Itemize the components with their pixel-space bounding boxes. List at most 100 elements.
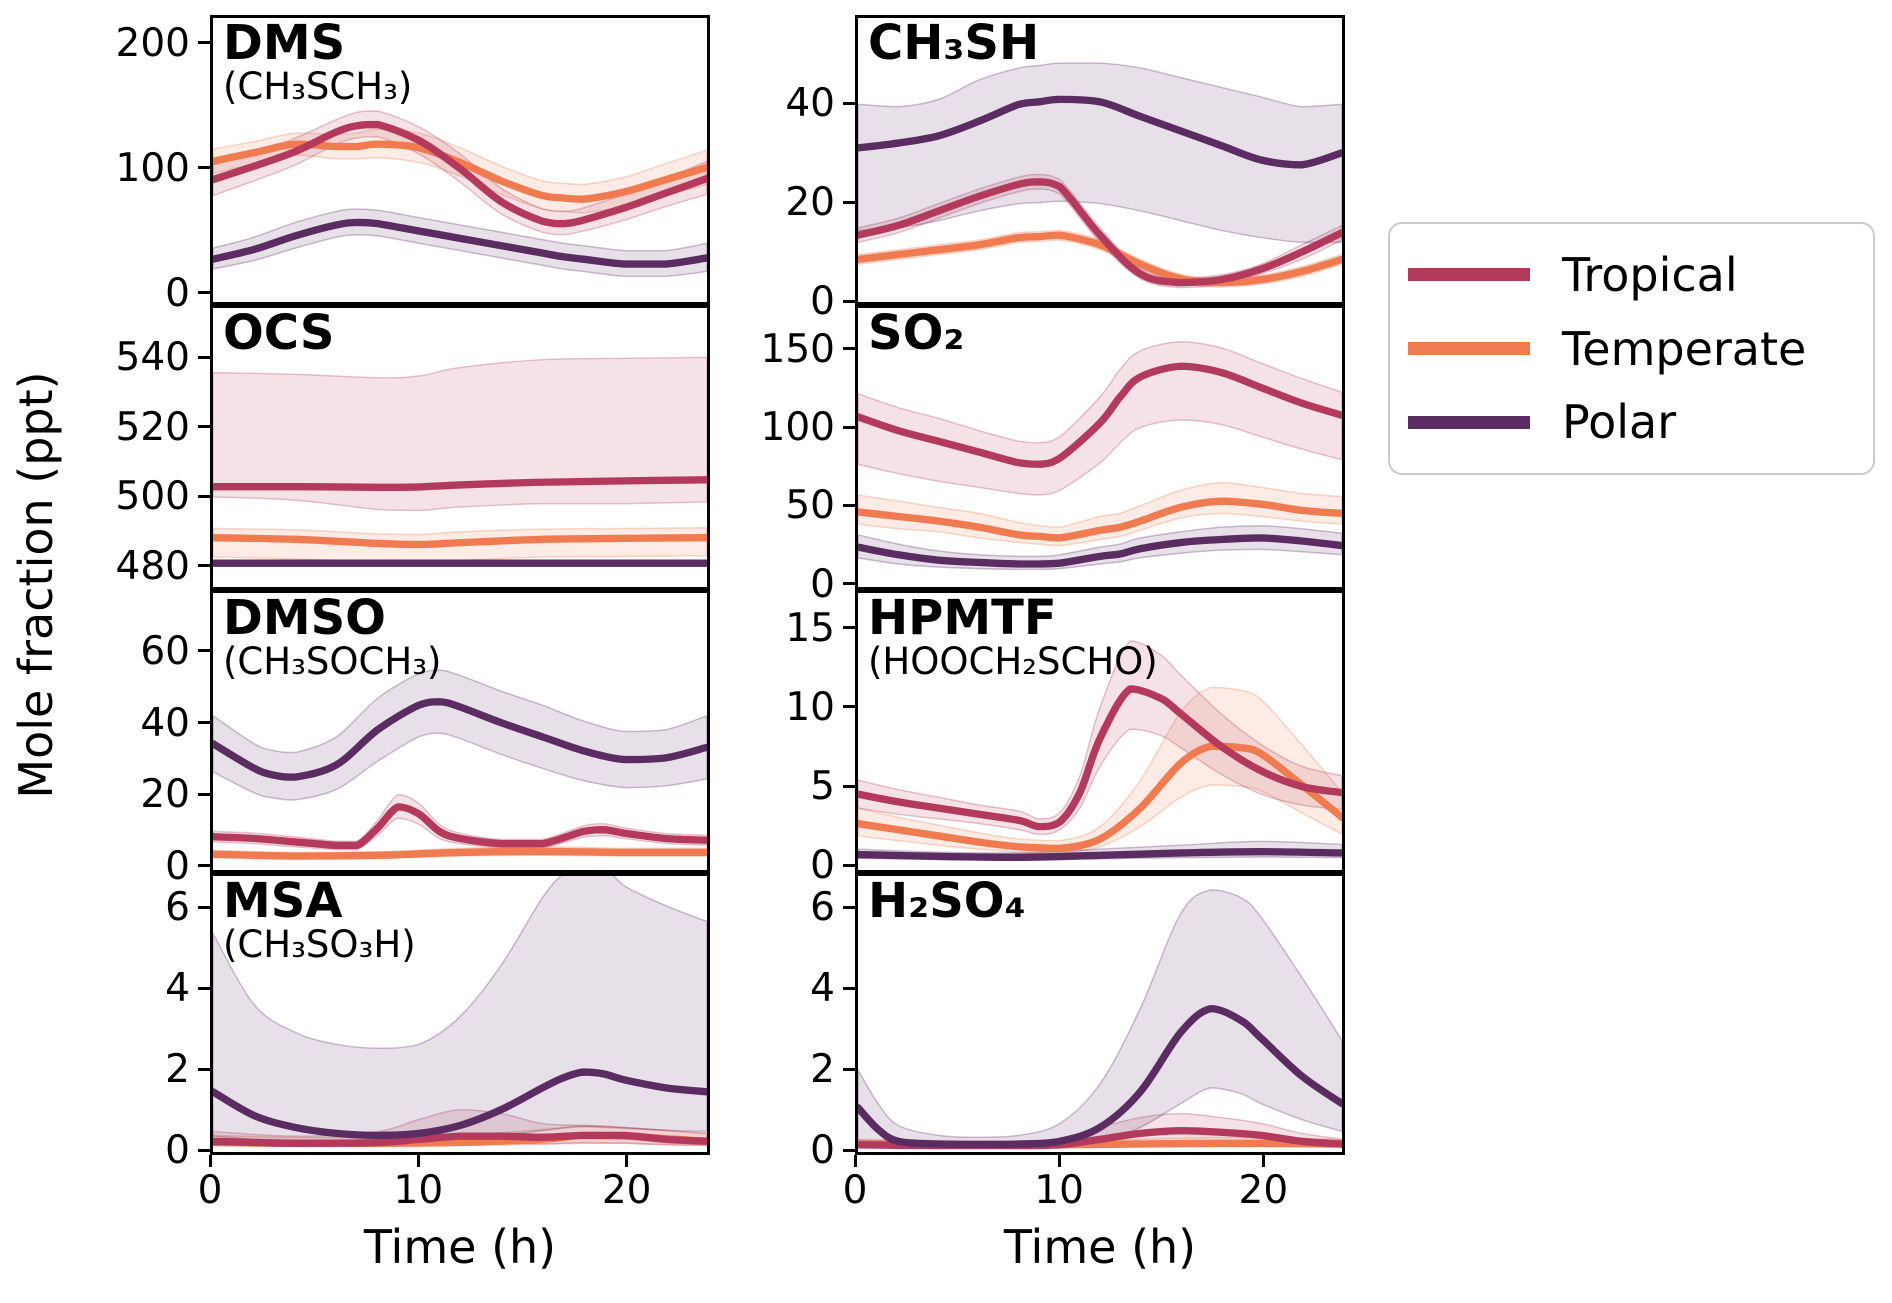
y-tick-label: 0 [165, 1128, 190, 1174]
y-tick-mark [843, 503, 855, 507]
y-tick-mark [198, 166, 210, 169]
y-tick-mark [198, 564, 210, 568]
panel-ch3sh: CH₃SH [855, 15, 1345, 305]
hpmtf-polar-line [858, 848, 1342, 861]
y-tick-mark [198, 905, 210, 909]
panel-title-h2so4: H₂SO₄ [868, 873, 1026, 929]
y-tick-label: 0 [810, 1128, 835, 1174]
legend: Tropical Temperate Polar [1388, 222, 1875, 475]
x-tick-mark [416, 1155, 420, 1167]
y-tick-label: 100 [115, 145, 190, 191]
hpmtf-plot [858, 640, 1342, 861]
panel-dmso: DMSO (CH₃SOCH₃) [210, 590, 710, 873]
panel-title-dms: DMS [223, 15, 346, 71]
h2so4-polar-line [858, 1004, 1342, 1149]
ch3sh-polar-line [858, 95, 1342, 169]
x-tick-label: 10 [1034, 1168, 1084, 1213]
x-tick-mark [208, 1155, 212, 1167]
y-tick-mark [843, 863, 855, 867]
panel-hpmtf: HPMTF (HOOCH₂SCHO) [855, 590, 1345, 873]
y-tick-label: 40 [140, 700, 190, 746]
dms-polar-line [213, 218, 707, 268]
y-tick-mark [843, 101, 855, 105]
panel-ocs: OCS [210, 305, 710, 590]
y-tick-mark [843, 986, 855, 990]
msa-tropical-line [213, 1131, 707, 1147]
legend-item-polar: Polar [1390, 399, 1873, 445]
x-axis-label-left: Time (h) [363, 1220, 557, 1274]
panel-msa: MSA (CH₃SO₃H) [210, 873, 710, 1155]
ocs-tropical-band [213, 356, 707, 512]
y-tick-label: 40 [785, 81, 835, 127]
panel-title-so2: SO₂ [868, 305, 965, 361]
hpmtf-temperate-band [858, 686, 1342, 854]
so2-tropical-line [858, 362, 1342, 469]
y-tick-mark [843, 1148, 855, 1152]
y-tick-label: 2 [810, 1047, 835, 1093]
dmso-temperate-line [213, 847, 707, 860]
panel-title-msa: MSA [223, 873, 343, 929]
polar-line-swatch [1408, 415, 1530, 429]
y-tick-mark [843, 905, 855, 909]
dms-tropical-line [213, 120, 707, 228]
y-tick-label: 0 [810, 561, 835, 607]
ch3sh-temperate-line [858, 231, 1342, 287]
y-tick-mark [198, 1148, 210, 1152]
x-tick-mark [853, 1155, 857, 1167]
so2-temperate-line [858, 497, 1342, 542]
x-tick-label: 20 [1238, 1168, 1289, 1213]
ch3sh-plot [858, 62, 1342, 289]
y-tick-label: 20 [785, 180, 835, 226]
msa-polar-line [213, 1068, 707, 1140]
ocs-plot [213, 356, 707, 567]
y-axis-label: Mole fraction (ppt) [9, 371, 63, 799]
y-tick-label: 520 [115, 404, 190, 450]
y-tick-label: 6 [810, 885, 835, 931]
hpmtf-tropical-line [858, 685, 1342, 831]
panel-subtitle-hpmtf: (HOOCH₂SCHO) [868, 640, 1158, 683]
panel-h2so4: H₂SO₄ [855, 873, 1345, 1155]
x-tick-label: 10 [393, 1168, 444, 1213]
y-tick-label: 6 [165, 885, 190, 931]
y-tick-label: 15 [785, 605, 835, 651]
y-tick-label: 200 [115, 20, 190, 66]
panel-title-ch3sh: CH₃SH [868, 15, 1040, 71]
y-tick-mark [843, 200, 855, 204]
x-tick-mark [625, 1155, 629, 1167]
legend-label-polar: Polar [1562, 395, 1677, 450]
y-tick-label: 10 [785, 684, 835, 730]
ch3sh-tropical-line [858, 178, 1342, 287]
y-tick-label: 60 [140, 628, 190, 674]
y-tick-mark [198, 649, 210, 653]
dms-plot [213, 110, 707, 278]
panel-title-dmso: DMSO [223, 590, 386, 646]
y-tick-label: 0 [810, 843, 835, 889]
y-tick-mark [843, 784, 855, 788]
y-tick-label: 4 [810, 966, 835, 1012]
y-tick-mark [843, 425, 855, 429]
y-tick-mark [843, 626, 855, 630]
y-tick-label: 150 [760, 326, 835, 372]
y-tick-mark [198, 41, 210, 44]
y-tick-mark [843, 1067, 855, 1071]
y-tick-label: 0 [165, 843, 190, 889]
x-axis-label-right: Time (h) [1003, 1220, 1197, 1274]
legend-item-temperate: Temperate [1390, 326, 1873, 372]
so2-polar-line [858, 534, 1342, 568]
panel-subtitle-dmso: (CH₃SOCH₃) [223, 640, 442, 683]
y-tick-mark [198, 986, 210, 990]
y-tick-mark [843, 582, 855, 586]
so2-plot [858, 341, 1342, 571]
y-tick-label: 540 [115, 335, 190, 381]
legend-label-tropical: Tropical [1562, 247, 1738, 302]
x-tick-mark [1261, 1155, 1265, 1167]
y-tick-mark [843, 347, 855, 351]
y-tick-label: 20 [140, 772, 190, 818]
y-tick-label: 500 [115, 474, 190, 520]
y-tick-mark [198, 494, 210, 498]
x-tick-mark [1057, 1155, 1061, 1167]
panel-title-hpmtf: HPMTF [868, 590, 1057, 646]
y-tick-mark [198, 291, 210, 294]
y-tick-label: 0 [810, 279, 835, 325]
